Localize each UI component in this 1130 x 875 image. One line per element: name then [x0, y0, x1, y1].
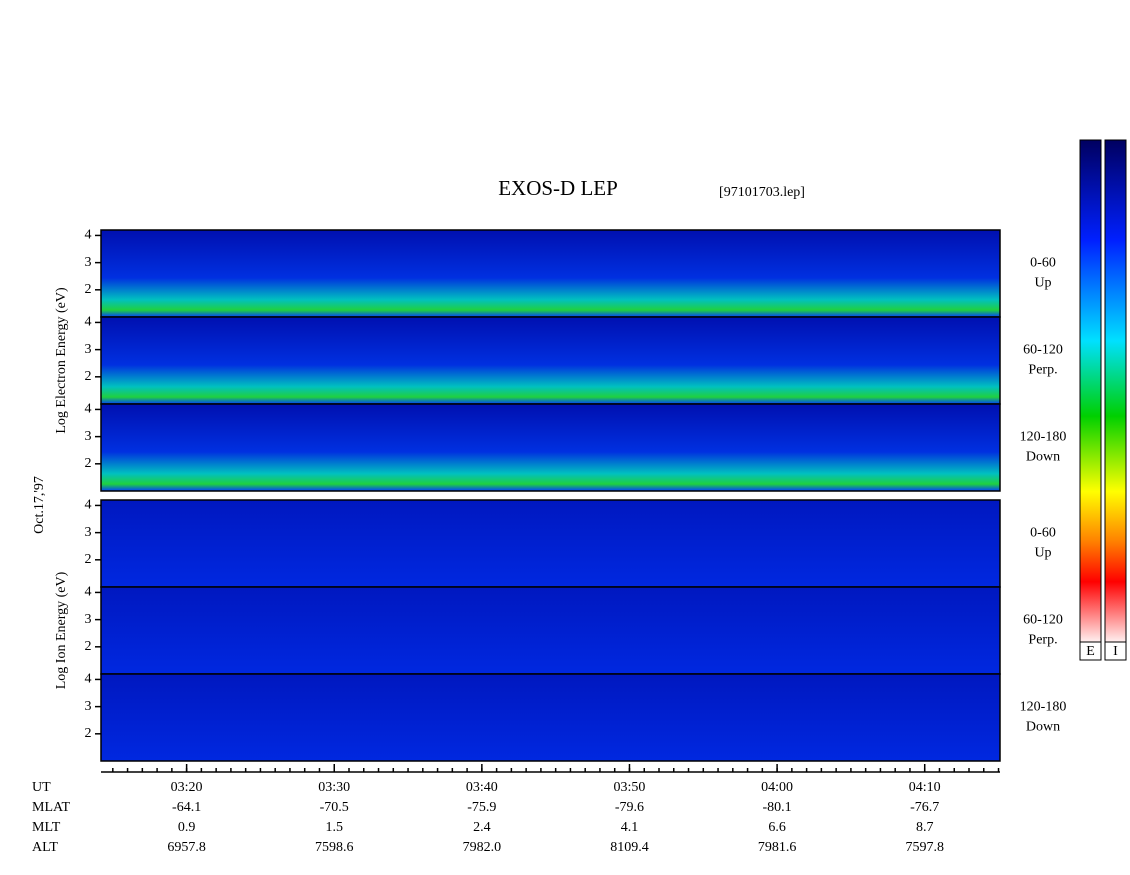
- ephemeris-name: ALT: [32, 840, 58, 855]
- ephemeris-value: -70.5: [320, 800, 349, 815]
- ephemeris-name: MLT: [32, 820, 61, 835]
- y-tick-label: 4: [85, 672, 92, 687]
- y-axis-label: Log Electron Energy (eV): [54, 287, 69, 434]
- x-tick-label: 03:50: [614, 780, 646, 795]
- pitch-angle: 0-60: [1030, 256, 1056, 271]
- y-tick-label: 3: [85, 612, 92, 627]
- color-bar-label: I: [1113, 644, 1118, 659]
- color-bar: [1104, 139, 1127, 643]
- color-bar-label-box: [1079, 641, 1102, 661]
- ephemeris-name: MLAT: [32, 800, 71, 815]
- y-tick-label: 3: [85, 525, 92, 540]
- ephemeris-value: 0.9: [178, 820, 196, 835]
- ephemeris-value: -75.9: [467, 800, 496, 815]
- x-tick-label: 03:20: [171, 780, 203, 795]
- ephemeris-value: 7597.8: [905, 840, 944, 855]
- ephemeris-value: -79.6: [615, 800, 644, 815]
- pitch-angle: 0-60: [1030, 526, 1056, 541]
- spectrogram-panel: [101, 587, 1000, 674]
- ephemeris-value: 7598.6: [315, 840, 354, 855]
- color-bar: [1079, 139, 1102, 643]
- y-tick-label: 4: [85, 315, 92, 330]
- panel-border: [100, 673, 1001, 762]
- ephemeris-value: 7982.0: [463, 840, 502, 855]
- y-tick-label: 2: [85, 456, 92, 471]
- ephemeris-value: 6957.8: [167, 840, 206, 855]
- y-tick-label: 4: [85, 402, 92, 417]
- ephemeris-value: -80.1: [763, 800, 792, 815]
- direction: Down: [1026, 450, 1060, 465]
- panel-border: [100, 403, 1001, 492]
- ephemeris-value: 8.7: [916, 820, 934, 835]
- spectrogram-panel: [101, 404, 1000, 491]
- ephemeris-value: -76.7: [910, 800, 939, 815]
- spectrogram-panel: [101, 230, 1000, 317]
- direction: Perp.: [1028, 363, 1057, 378]
- pitch-angle: 120-180: [1020, 430, 1067, 445]
- y-tick-label: 3: [85, 699, 92, 714]
- color-bar-label: E: [1086, 644, 1095, 659]
- y-tick-label: 4: [85, 498, 92, 513]
- spectrogram-panel: [101, 317, 1000, 404]
- ephemeris-value: 1.5: [325, 820, 343, 835]
- y-tick-label: 2: [85, 369, 92, 384]
- direction: Perp.: [1028, 633, 1057, 648]
- y-tick-label: 2: [85, 726, 92, 741]
- direction: Up: [1034, 276, 1051, 291]
- y-tick-label: 4: [85, 585, 92, 600]
- x-tick-label: 04:10: [909, 780, 941, 795]
- chart-title: EXOS-D LEP: [498, 176, 618, 200]
- y-tick-label: 3: [85, 429, 92, 444]
- spectrogram-panel: [101, 674, 1000, 761]
- y-tick-label: 2: [85, 552, 92, 567]
- x-tick-label: 03:30: [318, 780, 350, 795]
- color-bar-label-box: [1104, 641, 1127, 661]
- file-name: [97101703.lep]: [719, 185, 805, 200]
- y-tick-label: 3: [85, 255, 92, 270]
- y-axis-label: Log Ion Energy (eV): [54, 571, 69, 689]
- ephemeris-value: 2.4: [473, 820, 491, 835]
- date: Oct.17,'97: [32, 476, 47, 534]
- pitch-angle: 120-180: [1020, 700, 1067, 715]
- spectrogram-panel: [101, 500, 1000, 587]
- x-tick-label: 03:40: [466, 780, 498, 795]
- x-tick-label: 04:00: [761, 780, 793, 795]
- y-tick-label: 2: [85, 639, 92, 654]
- ephemeris-value: -64.1: [172, 800, 201, 815]
- ephemeris-value: 8109.4: [610, 840, 649, 855]
- ephemeris-value: 6.6: [768, 820, 786, 835]
- x-axis-label: UT: [32, 780, 51, 795]
- y-tick-label: 2: [85, 282, 92, 297]
- direction: Down: [1026, 720, 1060, 735]
- direction: Up: [1034, 546, 1051, 561]
- ephemeris-value: 7981.6: [758, 840, 797, 855]
- y-tick-label: 3: [85, 342, 92, 357]
- ephemeris-value: 4.1: [621, 820, 639, 835]
- pitch-angle: 60-120: [1023, 343, 1063, 358]
- pitch-angle: 60-120: [1023, 613, 1063, 628]
- y-tick-label: 4: [85, 228, 92, 243]
